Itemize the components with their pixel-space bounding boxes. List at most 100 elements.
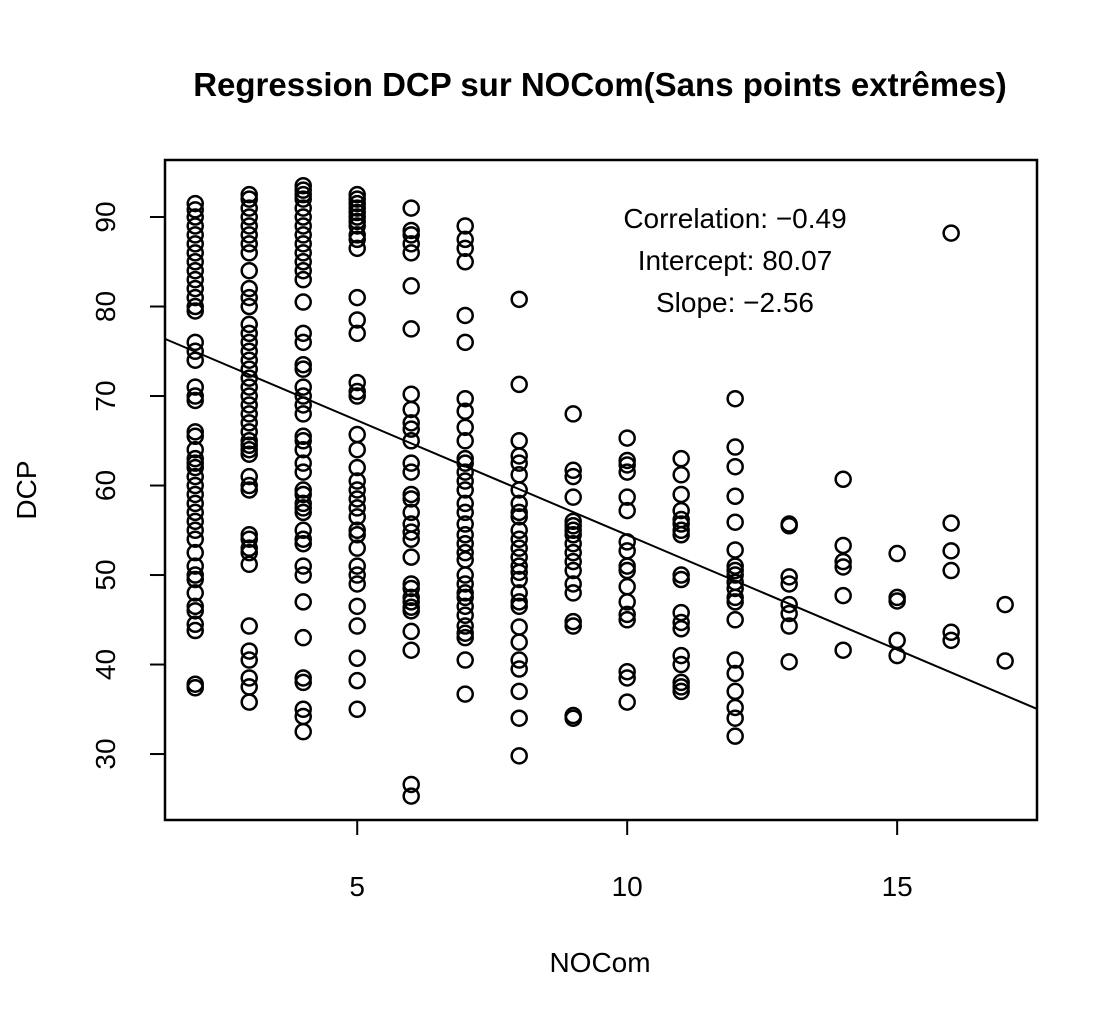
- point: [240, 333, 258, 352]
- point: [186, 427, 204, 446]
- point: [456, 472, 474, 490]
- point: [834, 470, 852, 489]
- point: [456, 503, 474, 522]
- point: [294, 463, 312, 481]
- point: [726, 664, 744, 683]
- point: [726, 566, 744, 584]
- point: [510, 570, 528, 589]
- point: [294, 208, 312, 226]
- plot-frame: [163, 158, 1039, 822]
- point: [780, 575, 798, 593]
- point: [240, 208, 258, 226]
- point: [294, 722, 312, 741]
- point: [348, 387, 366, 405]
- point: [726, 709, 744, 727]
- annotation: Intercept: 80.07: [638, 245, 833, 276]
- point: [618, 533, 636, 551]
- annotation: Slope: −2.56: [656, 287, 814, 318]
- point: [294, 270, 312, 289]
- point: [348, 575, 366, 593]
- point: [186, 570, 204, 589]
- point: [348, 324, 366, 343]
- point: [240, 261, 258, 280]
- point: [564, 561, 582, 580]
- point: [240, 351, 258, 369]
- point: [672, 570, 690, 589]
- point: [348, 472, 366, 490]
- point: [456, 606, 474, 625]
- point: [402, 641, 420, 659]
- point: [456, 651, 474, 669]
- point: [456, 239, 474, 258]
- point: [402, 523, 420, 541]
- point: [240, 693, 258, 711]
- point: [402, 400, 420, 419]
- point: [456, 575, 474, 593]
- point: [780, 604, 798, 623]
- point: [402, 420, 420, 438]
- point: [618, 693, 636, 711]
- point: [402, 787, 420, 805]
- point: [240, 315, 258, 334]
- x-tick-label: 10: [612, 871, 643, 902]
- point: [240, 190, 258, 208]
- point: [348, 217, 366, 235]
- point: [348, 671, 366, 690]
- point: [240, 481, 258, 499]
- point: [240, 405, 258, 423]
- point: [564, 543, 582, 562]
- point: [294, 333, 312, 352]
- point: [186, 584, 204, 602]
- point: [402, 530, 420, 548]
- point: [240, 445, 258, 463]
- point: [726, 593, 744, 611]
- point: [186, 615, 204, 634]
- point: [672, 619, 690, 638]
- point: [186, 270, 204, 289]
- point: [402, 622, 420, 641]
- point: [780, 617, 798, 635]
- point: [294, 566, 312, 584]
- point: [240, 279, 258, 298]
- point: [672, 655, 690, 674]
- point: [186, 458, 204, 477]
- point: [510, 447, 528, 465]
- point: [294, 360, 312, 378]
- point: [672, 515, 690, 533]
- point: [726, 457, 744, 476]
- point: [672, 466, 690, 484]
- point: [348, 526, 366, 544]
- point: [240, 651, 258, 669]
- point: [240, 642, 258, 660]
- point: [348, 458, 366, 477]
- point: [456, 597, 474, 616]
- point: [888, 592, 906, 610]
- point: [672, 682, 690, 701]
- point: [294, 235, 312, 253]
- point: [510, 563, 528, 582]
- point: [294, 432, 312, 450]
- point: [618, 488, 636, 506]
- point: [186, 235, 204, 253]
- y-tick-label: 40: [90, 649, 121, 680]
- point: [510, 651, 528, 669]
- point: [726, 698, 744, 717]
- point: [456, 217, 474, 235]
- point: [240, 297, 258, 316]
- point: [294, 324, 312, 343]
- point: [726, 389, 744, 408]
- point: [294, 190, 312, 208]
- point: [456, 306, 474, 325]
- point: [348, 617, 366, 635]
- point: [618, 611, 636, 629]
- point: [726, 727, 744, 745]
- point: [672, 501, 690, 520]
- point: [834, 552, 852, 571]
- point: [402, 602, 420, 620]
- point: [618, 463, 636, 481]
- point: [456, 463, 474, 481]
- point: [510, 747, 528, 765]
- point: [942, 224, 960, 242]
- point: [186, 351, 204, 369]
